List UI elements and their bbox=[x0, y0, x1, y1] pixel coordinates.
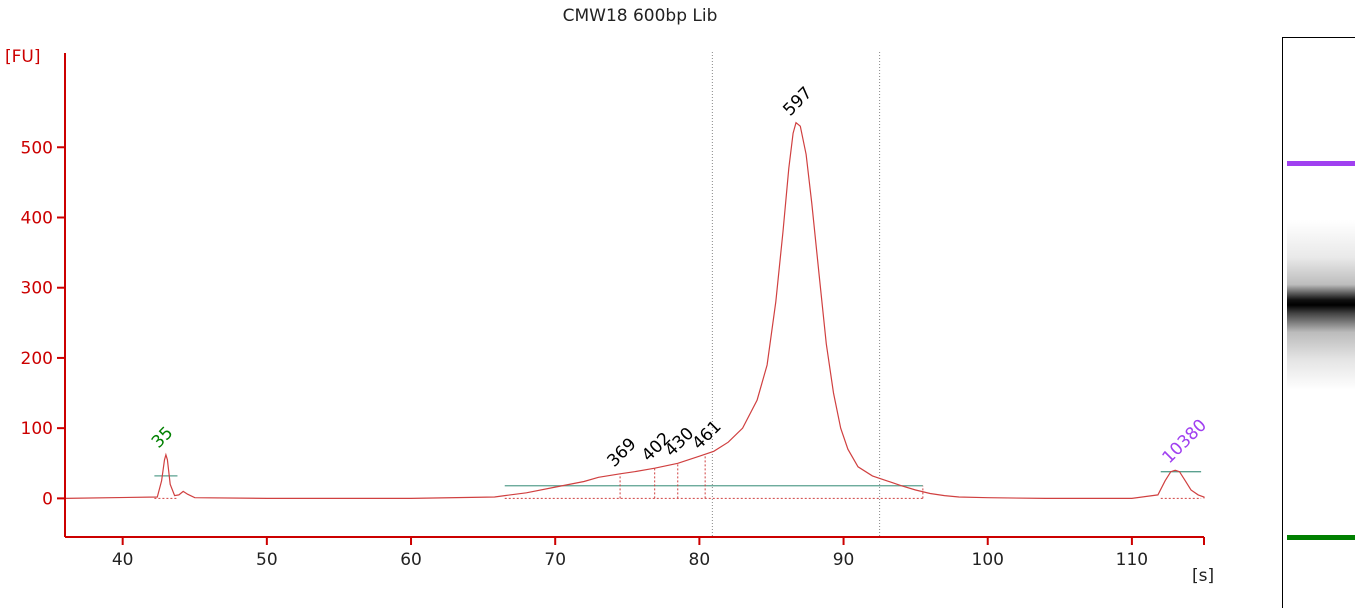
y-axis-label: [FU] bbox=[5, 47, 41, 67]
chart-title: CMW18 600bp Lib bbox=[562, 6, 718, 26]
x-tick-label: 60 bbox=[400, 550, 422, 570]
peak-label: 597 bbox=[779, 83, 816, 120]
y-tick-label: 200 bbox=[21, 349, 53, 369]
series-layer bbox=[64, 121, 1205, 499]
peak-label: 461 bbox=[689, 417, 726, 454]
peak-label: 35 bbox=[148, 423, 177, 452]
axes-layer: 0 100 200 300 400 500 40 50 60 70 80 90 100 110 bbox=[21, 53, 1205, 570]
gel-upper-marker-band bbox=[1287, 161, 1355, 166]
y-tick-label: 300 bbox=[21, 279, 53, 299]
x-tick-label: 80 bbox=[689, 550, 711, 570]
peak-label: 10380 bbox=[1159, 415, 1211, 467]
y-tick-label: 500 bbox=[21, 138, 53, 158]
y-tick-label: 0 bbox=[42, 489, 53, 509]
baseline-layer bbox=[154, 471, 1202, 487]
x-tick-label: 100 bbox=[972, 550, 1004, 570]
x-tick-label: 50 bbox=[256, 550, 278, 570]
x-tick-label: 40 bbox=[112, 550, 134, 570]
y-tick-label: 100 bbox=[21, 419, 53, 439]
peak-label: 369 bbox=[603, 434, 640, 471]
y-tick-label: 400 bbox=[21, 208, 53, 228]
gel-band-smear bbox=[1287, 220, 1355, 390]
gel-lower-marker-band bbox=[1287, 535, 1355, 540]
x-tick-label: 70 bbox=[544, 550, 566, 570]
x-axis-label: [s] bbox=[1192, 566, 1214, 586]
trace-line bbox=[64, 121, 1205, 499]
x-tick-label: 90 bbox=[833, 550, 855, 570]
x-tick-label: 110 bbox=[1116, 550, 1148, 570]
peak-region-lines bbox=[154, 456, 1202, 499]
